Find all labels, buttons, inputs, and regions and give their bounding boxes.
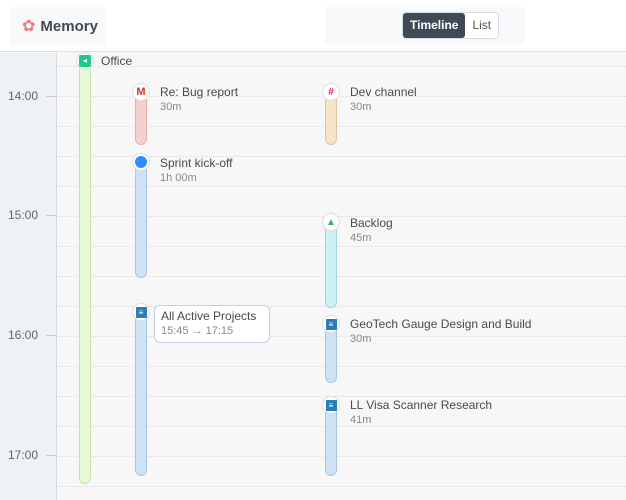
event-duration: 30m (160, 101, 182, 113)
event-title: All Active Projects (161, 309, 257, 323)
zoom-icon (132, 153, 150, 171)
gmail-icon: M (132, 83, 150, 101)
grid-line (58, 216, 626, 217)
event-title[interactable]: LL Visa Scanner Research (350, 398, 493, 412)
event-bar-office[interactable] (79, 58, 91, 484)
hour-label: 15:00 (8, 208, 39, 222)
hour-tick (46, 335, 56, 336)
grid-line (58, 336, 626, 337)
event-title[interactable]: Re: Bug report (160, 85, 239, 99)
document-icon: ≡ (322, 396, 340, 414)
view-toggle: Timeline List (402, 12, 500, 39)
app-title: Memory (40, 17, 98, 35)
tab-timeline[interactable]: Timeline (403, 13, 466, 38)
event-time-range: 15:45 → 17:15 (161, 325, 234, 337)
event-title[interactable]: GeoTech Gauge Design and Build (350, 317, 532, 331)
brand[interactable]: ✿ Memory (10, 7, 106, 45)
grid-line (58, 126, 626, 127)
event-bar-all-active-projects[interactable] (135, 310, 147, 476)
brain-icon: ✿ (22, 18, 36, 35)
document-icon: ≡ (132, 303, 150, 321)
event-duration: 30m (350, 333, 372, 345)
hour-tick (46, 96, 56, 97)
grid-line (58, 246, 626, 247)
grid-line (58, 306, 626, 307)
document-icon: ≡ (322, 315, 340, 333)
grid-line (58, 396, 626, 397)
grid-line (58, 156, 626, 157)
grid-line (58, 366, 626, 367)
event-bar-sprint[interactable] (135, 160, 147, 278)
event-duration: 41m (350, 414, 372, 426)
event-title[interactable]: Office (101, 54, 133, 68)
tab-list[interactable]: List (472, 18, 492, 32)
event-bar-backlog[interactable] (325, 220, 337, 308)
event-duration: 45m (350, 232, 372, 244)
grid-line (58, 426, 626, 427)
hour-label: 17:00 (8, 448, 39, 462)
location-arrow-icon: ◂ (76, 52, 94, 70)
event-duration: 30m (350, 101, 372, 113)
grid-line (58, 66, 626, 67)
event-title[interactable]: Backlog (350, 216, 393, 230)
hour-tick (46, 215, 56, 216)
grid-line (58, 486, 626, 487)
view-toggle-container: Timeline List (325, 7, 525, 45)
backlog-icon: ▲ (322, 213, 340, 231)
grid-line (58, 456, 626, 457)
event-tooltip: All Active Projects 15:45 → 17:15 (154, 305, 270, 343)
hour-label: 14:00 (8, 89, 39, 103)
hour-label: 16:00 (8, 328, 39, 342)
event-duration: 1h 00m (160, 172, 197, 184)
event-title[interactable]: Dev channel (350, 85, 417, 99)
grid-line (58, 96, 626, 97)
grid-line (58, 276, 626, 277)
event-title[interactable]: Sprint kick-off (160, 156, 233, 170)
header: ✿ Memory Timeline List (0, 0, 626, 52)
time-gutter (0, 53, 57, 500)
hour-tick (46, 455, 56, 456)
slack-icon: # (322, 83, 340, 101)
grid-line (58, 186, 626, 187)
